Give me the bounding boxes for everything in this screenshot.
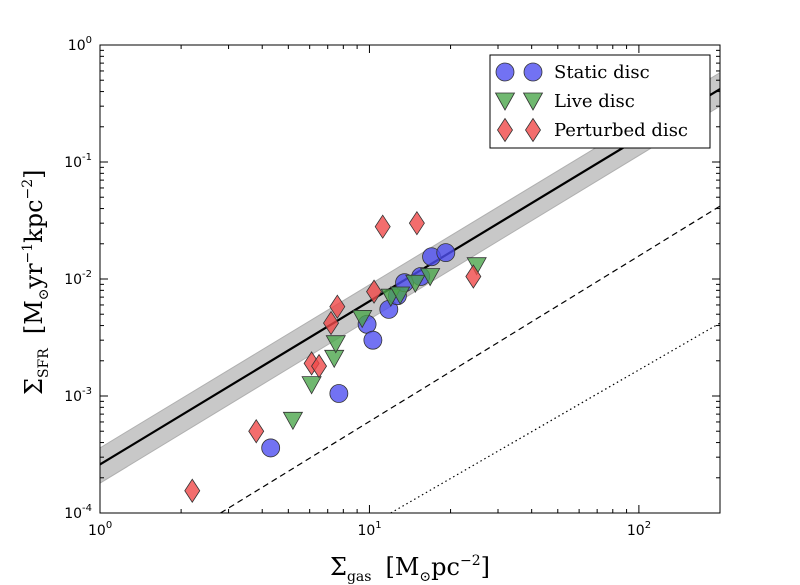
y-tick-base: 10 xyxy=(64,389,82,405)
perturbed-disc-point xyxy=(329,294,346,319)
y-tick-label: 10-2 xyxy=(64,269,92,288)
y-tick-exp: -2 xyxy=(82,269,92,280)
legend-label-live-disc: Live disc xyxy=(554,91,635,112)
live-disc-point xyxy=(301,376,322,395)
y-tick-label: 10-1 xyxy=(64,152,92,171)
y-tick-label: 10-3 xyxy=(64,386,92,405)
legend-marker-live-disc xyxy=(522,92,544,111)
y-tick-base: 10 xyxy=(64,155,82,171)
y-tick-exp: 0 xyxy=(86,35,92,46)
point-layer xyxy=(184,210,487,503)
x-tick-exp: 2 xyxy=(645,520,651,531)
live-disc-point xyxy=(324,349,345,369)
x-tick-label: 100 xyxy=(88,520,112,539)
y-tick-exp: -4 xyxy=(82,503,92,514)
static-disc-point xyxy=(436,243,456,263)
live-disc-point xyxy=(405,274,426,294)
x-tick-label: 101 xyxy=(357,520,381,539)
perturbed-disc-point xyxy=(323,310,339,336)
perturbed-disc-point xyxy=(465,264,482,289)
static-disc-point xyxy=(363,330,383,350)
live-disc-point xyxy=(419,268,441,287)
x-axis-label: Σgas [M⊙pc−2] xyxy=(330,553,490,585)
legend: Static disc Live disc Perturbed disc xyxy=(489,54,711,149)
legend-marker-perturbed-disc xyxy=(525,117,541,143)
perturbed-disc-point xyxy=(408,210,425,236)
y-tick-base: 10 xyxy=(68,38,86,54)
live-disc-point xyxy=(352,310,373,329)
x-tick-base: 10 xyxy=(627,523,645,539)
perturbed-disc-point xyxy=(311,353,328,379)
live-disc-point xyxy=(389,286,411,305)
perturbed-disc-point xyxy=(374,214,391,239)
x-tick-base: 10 xyxy=(88,523,106,539)
x-tick-label: 102 xyxy=(627,520,651,539)
y-tick-exp: -3 xyxy=(82,386,92,397)
static-disc-point xyxy=(329,384,349,403)
y-tick-base: 10 xyxy=(64,506,82,522)
static-disc-point xyxy=(261,438,281,458)
y-tick-exp: -1 xyxy=(82,152,92,163)
y-tick-label: 10-4 xyxy=(64,503,92,522)
legend-marker-perturbed-disc xyxy=(497,117,513,143)
live-disc-point xyxy=(282,411,304,431)
legend-marker-static-disc xyxy=(495,62,515,82)
y-tick-label: 100 xyxy=(68,35,92,54)
legend-marker-static-disc xyxy=(523,62,543,82)
dotted-line xyxy=(390,322,720,513)
dashed-line xyxy=(220,205,720,513)
perturbed-disc-point xyxy=(248,418,265,444)
legend-marker-live-disc xyxy=(494,92,516,111)
x-tick-base: 10 xyxy=(357,523,375,539)
live-disc-point xyxy=(466,257,487,276)
x-tick-exp: 0 xyxy=(106,520,112,531)
perturbed-disc-point xyxy=(366,279,383,304)
y-tick-base: 10 xyxy=(64,272,82,288)
legend-label-perturbed-disc: Perturbed disc xyxy=(554,120,688,141)
perturbed-disc-point xyxy=(184,478,201,503)
x-tick-exp: 1 xyxy=(375,520,381,531)
live-disc-point xyxy=(325,335,346,354)
legend-label-static-disc: Static disc xyxy=(554,62,650,83)
y-axis-label: ΣSFR[M⊙yr−1kpc−2] xyxy=(20,169,52,395)
